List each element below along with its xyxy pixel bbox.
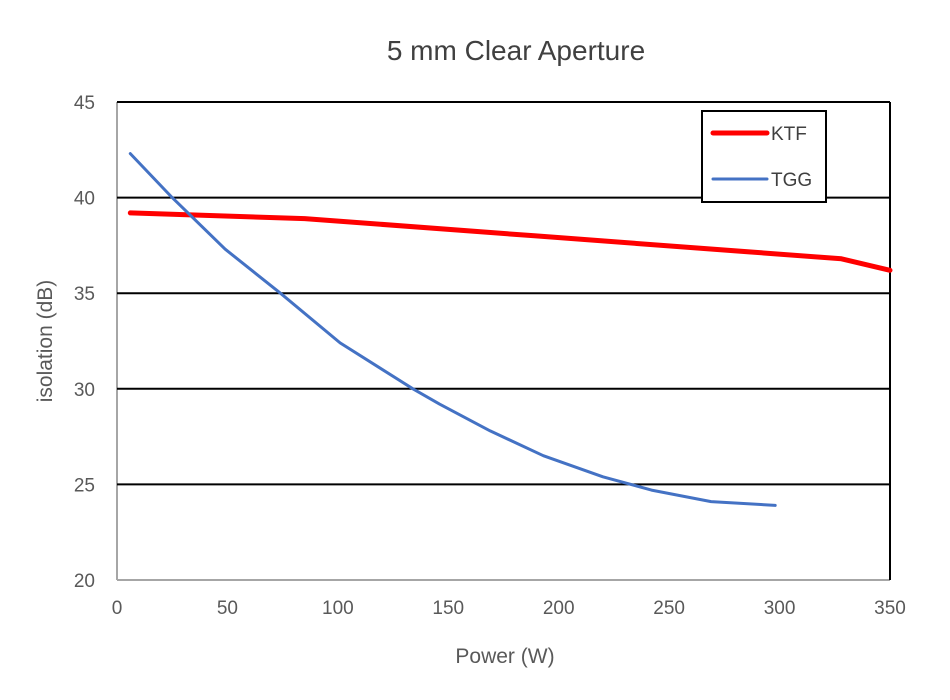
x-tick-label: 100 [322,598,354,619]
x-tick-label: 200 [543,598,575,619]
y-tick-label: 45 [74,93,95,114]
y-tick-label: 30 [74,380,95,401]
series-line-tgg [128,152,777,507]
legend-label-ktf: KTF [771,124,807,145]
y-tick-label: 35 [74,284,95,305]
x-tick-label: 300 [764,598,796,619]
legend-box [701,110,827,203]
legend-label-tgg: TGG [771,170,812,191]
y-axis-label: isolation (dB) [34,280,57,403]
y-tick-label: 25 [74,475,95,496]
series-line-ktf [127,210,893,273]
x-tick-label: 0 [112,598,123,619]
x-axis-label: Power (W) [455,645,554,668]
x-tick-label: 150 [432,598,464,619]
chart-title: 5 mm Clear Aperture [387,35,645,66]
x-tick-label: 50 [217,598,238,619]
y-tick-label: 40 [74,189,95,210]
x-tick-label: 250 [653,598,685,619]
legend: KTF TGG [701,110,827,203]
x-tick-label: 350 [874,598,906,619]
y-tick-label: 20 [74,571,95,592]
